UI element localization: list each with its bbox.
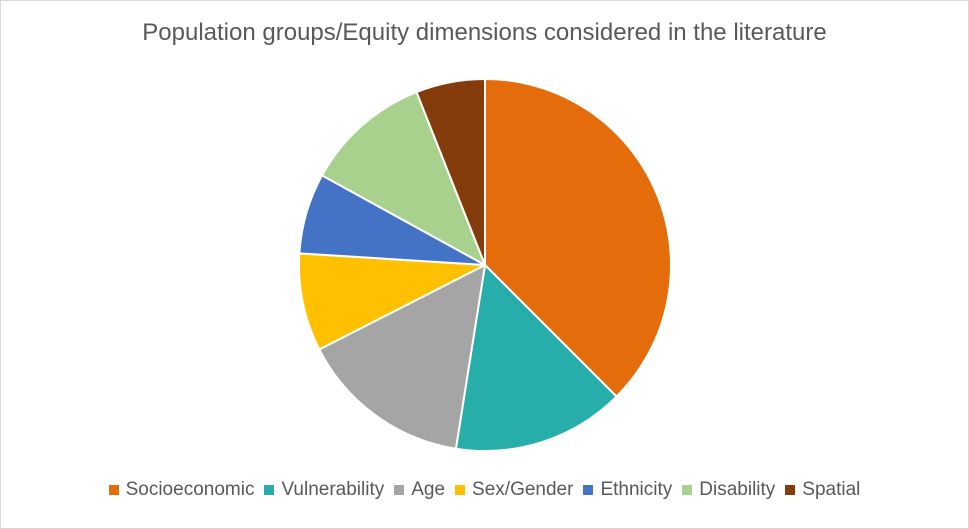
legend-item-disability: Disability bbox=[682, 479, 775, 501]
legend-label: Ethnicity bbox=[600, 479, 673, 500]
legend-label: Socioeconomic bbox=[125, 479, 255, 500]
pie-slice-socioeconomic bbox=[484, 78, 672, 398]
pie-slice-vulnerability bbox=[454, 264, 618, 452]
pie-slice-disability bbox=[321, 91, 486, 266]
legend-item-sex-gender: Sex/Gender bbox=[455, 479, 573, 501]
legend-item-vulnerability: Vulnerability bbox=[264, 479, 384, 501]
legend-swatch bbox=[394, 485, 405, 495]
chart-title: Population groups/Equity dimensions cons… bbox=[142, 19, 827, 46]
legend-label: Spatial bbox=[802, 479, 861, 500]
legend-swatch bbox=[785, 485, 796, 495]
pie-slice-sex-gender bbox=[298, 252, 486, 351]
legend-swatch bbox=[583, 485, 594, 495]
legend-label: Disability bbox=[699, 479, 776, 500]
pie-slice-age bbox=[318, 264, 486, 450]
pie-slice-spatial bbox=[415, 78, 486, 266]
legend-swatch bbox=[682, 485, 693, 495]
legend-item-age: Age bbox=[394, 479, 445, 501]
legend-swatch bbox=[264, 485, 275, 495]
legend-label: Vulnerability bbox=[281, 479, 385, 500]
legend: Socioeconomic Vulnerability Age Sex/Gender E… bbox=[1, 479, 968, 501]
legend-item-ethnicity: Ethnicity bbox=[583, 479, 672, 501]
legend-item-socioeconomic: Socioeconomic bbox=[108, 479, 255, 501]
legend-swatch bbox=[455, 485, 466, 495]
legend-item-spatial: Spatial bbox=[785, 479, 860, 501]
legend-label: Sex/Gender bbox=[472, 479, 574, 500]
legend-label: Age bbox=[411, 479, 446, 500]
legend-swatch bbox=[108, 485, 119, 495]
